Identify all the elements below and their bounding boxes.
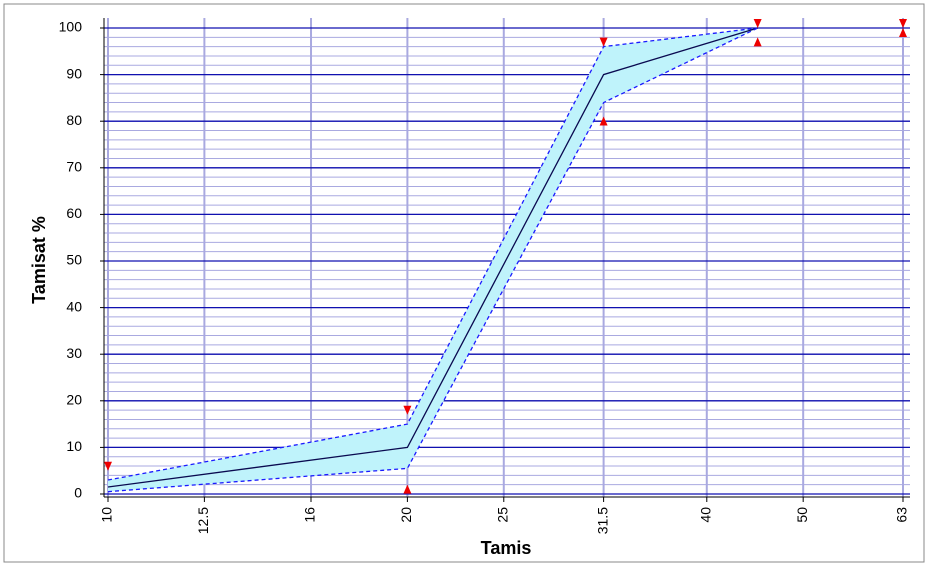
x-tick-label: 10 xyxy=(99,507,115,523)
y-tick-label: 30 xyxy=(66,345,82,361)
x-tick-label: 31.5 xyxy=(594,507,610,534)
y-tick-label: 50 xyxy=(66,252,82,268)
limit-marker xyxy=(899,28,907,37)
series-line xyxy=(107,27,758,493)
y-tick-label: 60 xyxy=(66,205,82,221)
limit-marker xyxy=(599,116,608,126)
limit-marker xyxy=(403,484,412,494)
limit-marker xyxy=(753,37,762,47)
y-tick-label: 20 xyxy=(66,392,82,408)
x-tick-label: 20 xyxy=(398,507,414,523)
limit-marker xyxy=(899,19,907,28)
x-tick-label: 16 xyxy=(302,507,318,523)
y-tick-label: 90 xyxy=(66,65,82,81)
y-tick-label: 70 xyxy=(66,159,82,175)
x-axis-label: Tamis xyxy=(481,538,532,558)
limit-marker xyxy=(403,405,412,415)
y-tick-label: 100 xyxy=(59,19,83,35)
y-tick-label: 0 xyxy=(74,485,82,501)
x-tick-label: 50 xyxy=(794,507,810,523)
y-axis-label: Tamisat % xyxy=(29,216,49,304)
y-tick-label: 40 xyxy=(66,298,82,314)
x-tick-label: 25 xyxy=(494,507,510,523)
series-line xyxy=(107,27,758,481)
frame xyxy=(3,3,925,563)
y-tick-label: 10 xyxy=(66,438,82,454)
x-tick-label: 12.5 xyxy=(195,507,211,534)
limit-marker xyxy=(599,37,608,47)
limit-marker xyxy=(104,461,112,471)
limit-marker xyxy=(753,19,762,28)
series-line xyxy=(107,27,758,488)
x-tick-label: 63 xyxy=(894,507,910,523)
y-tick-label: 80 xyxy=(66,112,82,128)
x-tick-label: 40 xyxy=(697,507,713,523)
